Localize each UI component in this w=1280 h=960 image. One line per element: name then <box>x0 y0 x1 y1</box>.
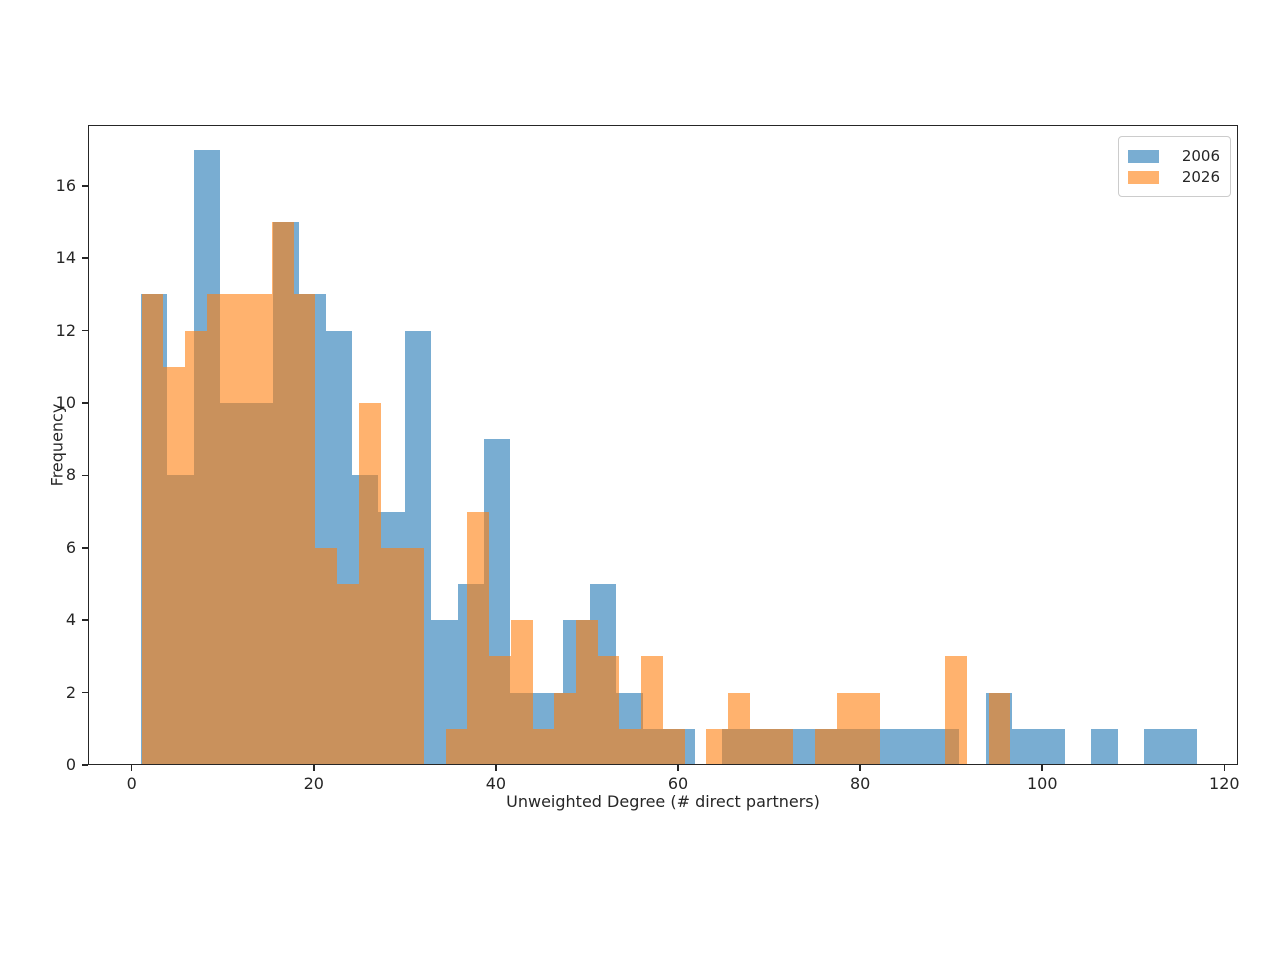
histogram-bar-2026 <box>272 222 294 765</box>
y-tick <box>82 402 88 404</box>
histogram-bar-2026 <box>749 728 772 765</box>
y-tick-label: 4 <box>65 610 76 630</box>
y-tick-label: 0 <box>65 755 76 774</box>
x-axis-label: Unweighted Degree (# direct partners) <box>506 792 820 811</box>
histogram-bar-2026 <box>771 728 794 765</box>
x-tick-label: 0 <box>126 774 137 793</box>
histogram-bar-2026 <box>814 728 837 765</box>
histogram-bar-2026 <box>228 294 251 765</box>
y-tick-label: 16 <box>55 175 76 195</box>
histogram-bar-2006 <box>1170 728 1198 765</box>
x-tick <box>859 765 861 771</box>
histogram-bar-2026 <box>315 547 338 765</box>
histogram-bar-2026 <box>728 692 750 765</box>
histogram-bar-2026 <box>532 728 555 765</box>
x-tick <box>495 765 497 771</box>
y-tick-label: 14 <box>55 248 76 268</box>
histogram-bar-2026 <box>293 294 316 765</box>
x-tick <box>1223 765 1226 771</box>
histogram-bar-2006 <box>1012 728 1039 765</box>
histogram-bar-2026 <box>380 547 403 765</box>
series-2026-bars <box>88 125 1238 765</box>
histogram-bar-2026 <box>358 403 381 765</box>
histogram-bar-2026 <box>597 656 620 765</box>
y-tick <box>82 764 88 766</box>
histogram-bar-2006 <box>1144 728 1171 765</box>
histogram-bar-2026 <box>467 511 490 765</box>
histogram-bar-2006 <box>1038 728 1065 765</box>
y-tick <box>82 547 88 549</box>
histogram-bar-2026 <box>619 728 642 765</box>
y-tick-label: 12 <box>55 320 76 340</box>
histogram-bar-2026 <box>945 656 967 765</box>
y-tick <box>82 185 88 187</box>
y-tick-label: 10 <box>55 393 76 412</box>
plot-area: 2006 2026 <box>88 125 1238 765</box>
legend-swatch-2006-icon <box>1128 149 1159 163</box>
histogram-bar-2026 <box>402 547 425 765</box>
histogram-bar-2026 <box>141 294 164 765</box>
histogram-bar-2026 <box>836 692 859 765</box>
histogram-bar-2006 <box>880 728 907 765</box>
legend-entry-2026: 2026 <box>1128 168 1220 186</box>
y-tick <box>82 257 88 259</box>
y-tick <box>82 474 88 477</box>
y-tick-label: 6 <box>65 537 76 557</box>
histogram-bar-2026 <box>337 584 359 765</box>
histogram-bar-2026 <box>185 330 207 765</box>
x-tick-label: 100 <box>1026 774 1058 793</box>
x-tick <box>130 765 133 771</box>
legend-entry-2006: 2006 <box>1128 147 1220 165</box>
y-tick <box>82 691 88 694</box>
x-tick-label: 120 <box>1209 774 1240 793</box>
histogram-bar-2026 <box>445 728 468 765</box>
x-tick-label: 80 <box>849 774 871 793</box>
legend-label-2026: 2026 <box>1181 168 1220 186</box>
histogram-bar-2026 <box>662 728 685 765</box>
x-tick-label: 40 <box>485 774 507 793</box>
histogram-bar-2026 <box>554 692 577 765</box>
x-tick <box>1041 765 1043 771</box>
x-tick-label: 60 <box>667 774 689 793</box>
y-tick-label: 2 <box>65 682 76 702</box>
histogram-bar-2026 <box>489 656 511 765</box>
histogram-bar-2026 <box>163 366 186 765</box>
histogram-bar-2026 <box>206 294 229 765</box>
histogram-bar-2026 <box>641 656 663 765</box>
legend: 2006 2026 <box>1118 136 1231 197</box>
histogram-bar-2006 <box>906 728 933 765</box>
legend-label-2006: 2006 <box>1181 147 1220 165</box>
histogram-bar-2026 <box>988 692 1011 765</box>
histogram-bar-2026 <box>576 620 598 765</box>
histogram-bar-2026 <box>706 728 729 765</box>
histogram-bar-2006 <box>1091 728 1118 765</box>
x-tick-label: 20 <box>303 774 324 793</box>
y-tick-label: 8 <box>65 465 76 485</box>
y-axis-label: Frequency <box>47 403 67 487</box>
legend-swatch-2026-icon <box>1128 170 1159 184</box>
x-tick <box>677 765 679 771</box>
y-tick <box>82 619 88 621</box>
histogram-bar-2026 <box>858 692 881 765</box>
x-tick <box>313 765 315 771</box>
histogram-bar-2026 <box>510 620 533 765</box>
y-tick <box>82 329 88 332</box>
histogram-bar-2026 <box>250 294 273 765</box>
